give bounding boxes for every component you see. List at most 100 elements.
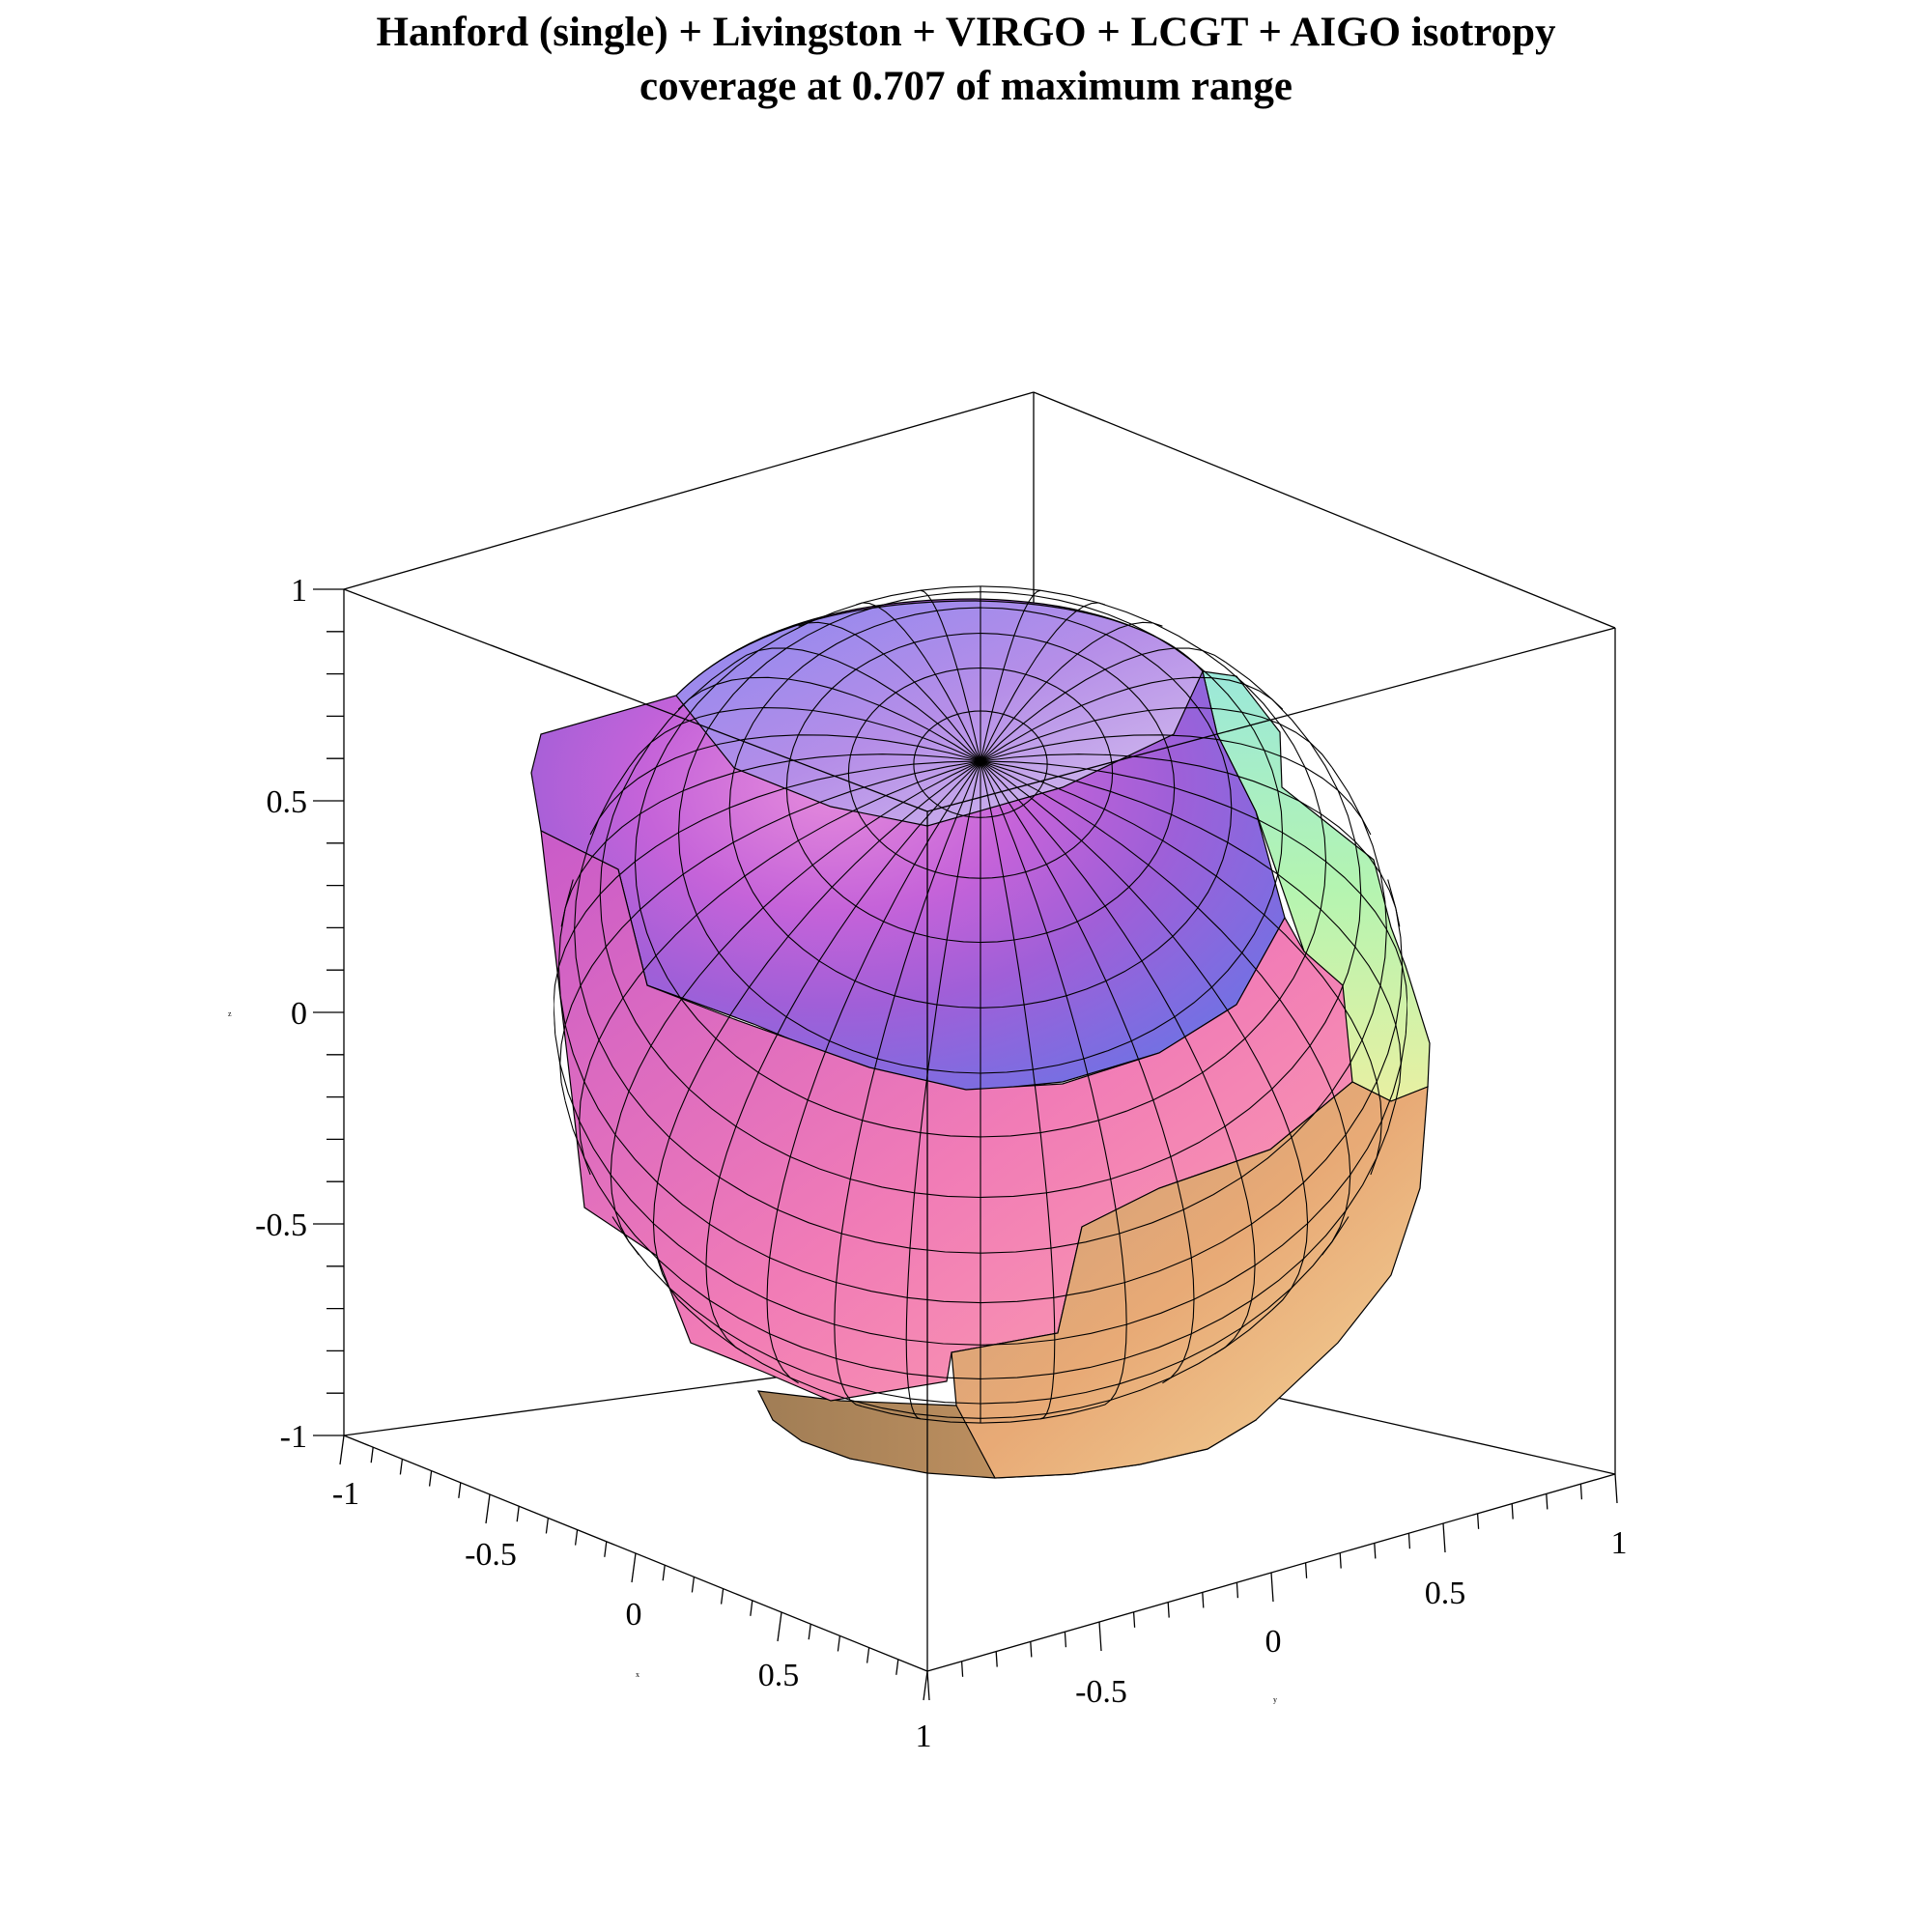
surface-latitude-line: [557, 879, 1404, 1304]
y-axis-tick: [1476, 1513, 1480, 1529]
x-axis-tick: [691, 1577, 696, 1593]
y-axis-tick: [1236, 1582, 1239, 1599]
x-axis-tick: [399, 1459, 404, 1475]
y-axis-tick: [1270, 1572, 1274, 1603]
z-axis-tick-labels: 1 0.5 0 -0.5 -1: [255, 573, 307, 1455]
axis-ticks: [313, 588, 1618, 1701]
y-axis-tick: [1614, 1473, 1618, 1504]
surface-longitude-line: [980, 753, 1401, 927]
surface-longitude-line: [628, 707, 981, 768]
surface-longitude-line: [980, 760, 1056, 1420]
surface-longitude-line: [980, 676, 1284, 762]
x-axis-tick: [545, 1518, 550, 1534]
x-axis-tick: [777, 1611, 782, 1642]
x-axis-tick: [895, 1659, 899, 1675]
y-tick-label: -0.5: [1075, 1674, 1127, 1710]
x-axis-tick: [604, 1541, 608, 1557]
z-tick-label: 0: [291, 996, 307, 1032]
surface-mesh: [554, 585, 1407, 1424]
z-tick-label: -0.5: [255, 1208, 307, 1243]
surface-longitude-line: [980, 589, 1041, 762]
z-tick-label: 0.5: [267, 784, 308, 820]
surface-longitude-line: [554, 760, 981, 1006]
y-axis-tick: [1304, 1562, 1308, 1578]
y-tick-label: 1: [1611, 1525, 1628, 1561]
x-axis-tick: [808, 1624, 811, 1640]
chart-title-line-1: Hanford (single) + Livingston + VIRGO + …: [376, 10, 1556, 55]
surface-longitude-line: [905, 760, 981, 1420]
surface-longitude-line: [735, 647, 981, 762]
y-tick-label: 0: [1265, 1624, 1282, 1660]
surface-longitude-line: [980, 647, 1226, 762]
surface-longitude-line: [980, 734, 1372, 836]
x-axis-label: x: [636, 1670, 639, 1679]
y-tick-label: 0.5: [1425, 1576, 1466, 1611]
y-axis-tick: [1407, 1533, 1411, 1549]
surface-longitude-line: [560, 753, 981, 927]
y-axis-tick: [1511, 1503, 1514, 1520]
y-axis-label: y: [1273, 1695, 1277, 1704]
x-axis-tick: [923, 1670, 928, 1701]
x-axis-tick: [720, 1588, 724, 1605]
y-axis-tick: [1374, 1543, 1377, 1559]
surface-longitude-line: [980, 760, 1351, 1256]
surface-longitude-line: [610, 760, 981, 1256]
surface-longitude-line: [834, 760, 981, 1407]
surface-longitude-line: [559, 760, 981, 1101]
y-axis-tick: [1442, 1522, 1446, 1553]
surface-longitude-line: [589, 734, 981, 836]
chart-title: Hanford (single) + Livingston + VIRGO + …: [0, 6, 1932, 114]
y-axis-tick: [1098, 1621, 1102, 1652]
y-axis-tick: [1546, 1493, 1548, 1510]
y-axis-tick: [960, 1661, 964, 1677]
x-axis-tick: [370, 1447, 374, 1463]
x-axis-tick: [866, 1647, 870, 1663]
x-axis-tick: [662, 1565, 666, 1581]
surface-longitude-line: [705, 760, 981, 1355]
surface-longitude-line: [980, 760, 1407, 1006]
y-axis-tick: [1202, 1592, 1205, 1608]
x-axis-tick: [516, 1506, 520, 1522]
z-tick-label: -1: [280, 1419, 307, 1455]
x-axis-tick: [339, 1435, 345, 1465]
y-axis-tick-labels: -0.5 0 0.5 1: [1075, 1525, 1627, 1710]
surface-longitude-line: [798, 621, 981, 762]
y-axis-tick: [1030, 1641, 1033, 1658]
coverage-surface: [530, 585, 1431, 1479]
surface-longitude-line: [980, 760, 1256, 1355]
surface-longitude-line: [980, 760, 1127, 1407]
x-axis-tick: [485, 1493, 491, 1524]
surface-longitude-line: [980, 760, 1309, 1311]
surface-longitude-line: [579, 760, 981, 1176]
y-axis-tick: [926, 1670, 930, 1701]
y-axis-tick: [1579, 1484, 1583, 1500]
x-axis-tick: [631, 1552, 637, 1583]
surface-green-region: [1202, 670, 1431, 1102]
surface-longitude-line: [980, 760, 1195, 1384]
surface-longitude-line: [920, 589, 981, 762]
y-axis-tick: [995, 1651, 998, 1667]
chart-title-line-2: coverage at 0.707 of maximum range: [639, 64, 1293, 109]
z-tick-label: 1: [291, 573, 307, 609]
surface-longitude-line: [980, 621, 1163, 762]
x-tick-label: -0.5: [465, 1537, 517, 1573]
x-axis-tick: [574, 1529, 579, 1546]
x-tick-label: 1: [916, 1719, 932, 1754]
x-axis-tick: [428, 1470, 433, 1487]
x-tick-label: 0.5: [758, 1658, 800, 1693]
y-axis-tick: [1132, 1611, 1136, 1628]
surface-longitude-line: [980, 760, 1382, 1176]
y-axis-tick: [1167, 1602, 1170, 1618]
x-axis-tick: [837, 1635, 841, 1652]
surface-longitude-line: [980, 760, 1402, 1101]
x-tick-label: -1: [332, 1476, 359, 1512]
surface-longitude-line: [980, 602, 1106, 762]
surface-latitude-line: [574, 767, 1387, 1254]
y-axis-tick: [1339, 1552, 1342, 1569]
surface-longitude-line: [980, 707, 1333, 768]
surface-longitude-line: [855, 602, 981, 762]
x-axis-tick: [458, 1482, 462, 1498]
surface-latitude-line: [599, 661, 1362, 1199]
x-axis-tick-labels: -1 -0.5 0 0.5 1: [332, 1476, 932, 1754]
